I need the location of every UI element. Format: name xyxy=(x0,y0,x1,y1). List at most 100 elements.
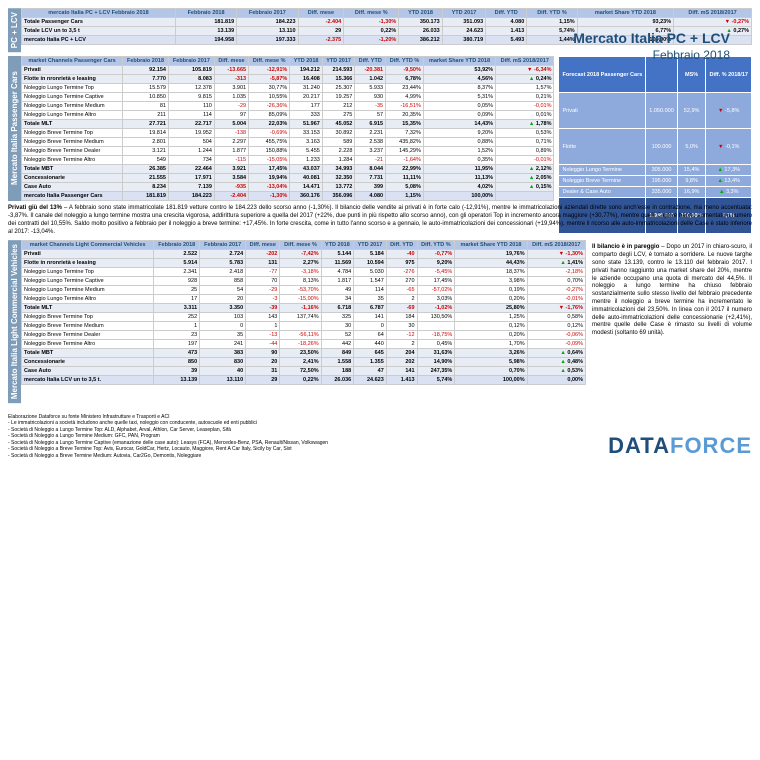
cell: 26.033 xyxy=(399,27,442,36)
cell: 188 xyxy=(321,367,354,376)
cell: Noleggio Breve Termine Medium xyxy=(22,138,123,147)
cell: 351.093 xyxy=(442,18,485,27)
col-header: Diff. mS 2018/2017 xyxy=(674,9,752,18)
cell: Noleggio Lungo Termine Top xyxy=(22,84,123,93)
cell: 6,78% xyxy=(386,75,424,84)
cell: 2.297 xyxy=(214,138,248,147)
cell: 10.594 xyxy=(354,259,387,268)
cell: -0,27% xyxy=(527,286,585,295)
table-row: Case Auto39403172,50%18847141247,35%0,70… xyxy=(22,367,586,376)
cell: 1,78% xyxy=(496,120,554,129)
cell: 5.455 xyxy=(290,147,323,156)
col-header: Diff. YTD % xyxy=(386,57,424,66)
cell: Noleggio Lungo Termine Captive xyxy=(22,93,123,102)
cell: 19.257 xyxy=(322,93,355,102)
cell: 24.623 xyxy=(354,376,387,385)
cell: 57 xyxy=(355,111,386,120)
cell: 35 xyxy=(200,331,246,340)
cell: -56,11% xyxy=(280,331,321,340)
cell: 13.139 xyxy=(154,376,200,385)
cell: 1,15% xyxy=(527,18,577,27)
cell: 5.493 xyxy=(486,36,527,45)
cell: 360.176 xyxy=(290,192,323,201)
cell: 383 xyxy=(200,349,246,358)
side-header: Forecast 2018 Passenger Cars xyxy=(559,57,646,93)
cell: 386.212 xyxy=(399,36,442,45)
cell: 34.993 xyxy=(322,165,355,174)
table-row: mercato Italia LCV un to 3,5 t.13.13913.… xyxy=(22,376,586,385)
table-row: Flotte in nronrietà e leasing7.7708.083-… xyxy=(22,75,554,84)
cell: 2.341 xyxy=(154,268,200,277)
vlabel-lcv: Mercato Italia Light Commercial Vehicles xyxy=(8,240,21,403)
cell: 1.284 xyxy=(322,156,355,165)
cell: -115 xyxy=(214,156,248,165)
cell: 25.307 xyxy=(322,84,355,93)
cell: 33.153 xyxy=(290,129,323,138)
cell: 7.770 xyxy=(123,75,169,84)
cell: 19.814 xyxy=(123,129,169,138)
cell: -40 xyxy=(386,250,417,259)
col-header: Diff. mese % xyxy=(344,9,399,18)
cell: 22.717 xyxy=(168,120,214,129)
cell: -2.404 xyxy=(214,192,248,201)
table-row: Noleggio Lungo Termine Altro1720-3-15,00… xyxy=(22,295,586,304)
cell: Noleggio Lungo Termine Medium xyxy=(22,286,154,295)
cell: 30 xyxy=(321,322,354,331)
cell: 145,29% xyxy=(386,147,424,156)
cell: 1 xyxy=(246,322,280,331)
cell: 380.719 xyxy=(442,36,485,45)
cell: -53,70% xyxy=(280,286,321,295)
cell: 13.110 xyxy=(200,376,246,385)
cell: -6,34% xyxy=(496,66,554,75)
cell: Noleggio Breve Termine Top xyxy=(22,313,154,322)
cell: -1,30% xyxy=(527,250,585,259)
cell: 21.555 xyxy=(123,174,169,183)
cell: 3.163 xyxy=(290,138,323,147)
cell: 194.212 xyxy=(290,66,323,75)
section-pc: Mercato Italia Passenger Cars market Cha… xyxy=(8,56,752,201)
cell: -0,27% xyxy=(674,18,752,27)
table-row: Concessionarie21.55517.9713.58419,94%40.… xyxy=(22,174,554,183)
cell: 143 xyxy=(246,313,280,322)
cell: -57,02% xyxy=(417,286,455,295)
cell: 26.036 xyxy=(321,376,354,385)
cell: 442 xyxy=(321,340,354,349)
cell: 0,21% xyxy=(496,93,554,102)
cell: 7.139 xyxy=(168,183,214,192)
cell: 850 xyxy=(154,358,200,367)
cell: -2,18% xyxy=(527,268,585,277)
cell: 350.173 xyxy=(399,18,442,27)
col-header: Diff. YTD % xyxy=(527,9,577,18)
cell: 13.139 xyxy=(175,27,236,36)
table-row: Noleggio Breve Termine Altro549734-115-1… xyxy=(22,156,554,165)
cell: -29 xyxy=(246,286,280,295)
cell: 23 xyxy=(154,331,200,340)
col-header: mercato Italia PC + LCV Febbraio 2018 xyxy=(22,9,176,18)
table-row: Noleggio Lungo Termine Top15.57912.3783.… xyxy=(22,84,554,93)
cell: 399 xyxy=(355,183,386,192)
cell: 100,00% xyxy=(455,376,527,385)
cell: 47 xyxy=(354,367,387,376)
table-row: Noleggio Breve Termine Medium101300300,1… xyxy=(22,322,586,331)
cell: mercato Italia LCV un to 3,5 t. xyxy=(22,376,154,385)
cell: 0,64% xyxy=(527,349,585,358)
cell: -69 xyxy=(386,304,417,313)
cell xyxy=(496,192,554,201)
cell: 30,77% xyxy=(249,84,290,93)
cell: 3,03% xyxy=(417,295,455,304)
cell: 137,74% xyxy=(280,313,321,322)
cell: -1,02% xyxy=(417,304,455,313)
cell: 17 xyxy=(154,295,200,304)
cell: 31.240 xyxy=(290,84,323,93)
cell: 49 xyxy=(321,286,354,295)
cell: 7.731 xyxy=(355,174,386,183)
cell: 0,00% xyxy=(527,376,585,385)
cell: 212 xyxy=(322,102,355,111)
cell: 3.237 xyxy=(355,147,386,156)
cell: 44,43% xyxy=(455,259,527,268)
cell: 504 xyxy=(168,138,214,147)
cell: 849 xyxy=(321,349,354,358)
cell: 17,45% xyxy=(249,165,290,174)
cell: 15,35% xyxy=(386,120,424,129)
col-header: Diff. mese xyxy=(214,57,248,66)
